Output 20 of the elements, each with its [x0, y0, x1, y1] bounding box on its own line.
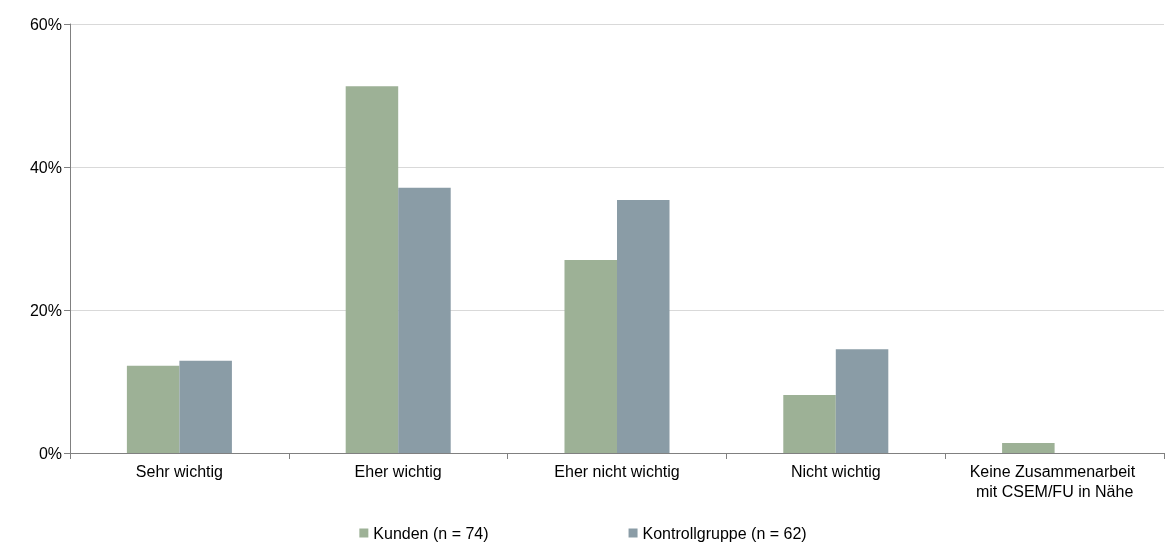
x-tick-label: Eher wichtig	[354, 462, 442, 480]
legend-label: Kontrollgruppe (n = 62)	[642, 524, 807, 542]
x-tick-label: Sehr wichtig	[135, 462, 223, 480]
bar	[179, 360, 232, 453]
x-tick-label: Keine Zusammenarbeit mit CSEM/FU in Nähe	[969, 462, 1140, 500]
y-tick-label: 40%	[29, 158, 62, 176]
legend-label: Kunden (n = 74)	[373, 524, 489, 542]
bar	[835, 349, 889, 453]
y-tick-label: 0%	[38, 444, 62, 462]
bar	[564, 259, 617, 453]
x-tick-label: Eher nicht wichtig	[554, 462, 680, 480]
bar	[783, 395, 836, 453]
bar	[1002, 442, 1055, 453]
bar	[398, 187, 451, 453]
y-tick-label: 20%	[29, 301, 62, 319]
bar	[126, 365, 180, 453]
y-tick-label: 60%	[29, 15, 62, 33]
bar	[345, 86, 399, 453]
bar	[617, 199, 670, 453]
x-tick-label: Nicht wichtig	[790, 462, 881, 480]
